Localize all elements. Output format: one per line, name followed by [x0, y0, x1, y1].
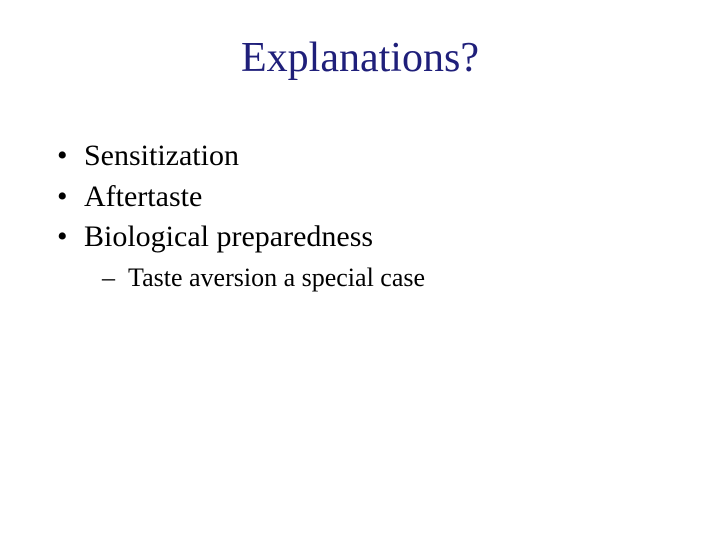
- slide-title: Explanations?: [0, 34, 720, 82]
- bullet-item: Biological preparedness: [54, 219, 666, 256]
- slide: Explanations? Sensitization Aftertaste B…: [0, 0, 720, 540]
- sub-bullet-item: Taste aversion a special case: [54, 262, 666, 295]
- bullet-item: Sensitization: [54, 138, 666, 175]
- slide-body: Sensitization Aftertaste Biological prep…: [54, 138, 666, 294]
- bullet-item: Aftertaste: [54, 179, 666, 216]
